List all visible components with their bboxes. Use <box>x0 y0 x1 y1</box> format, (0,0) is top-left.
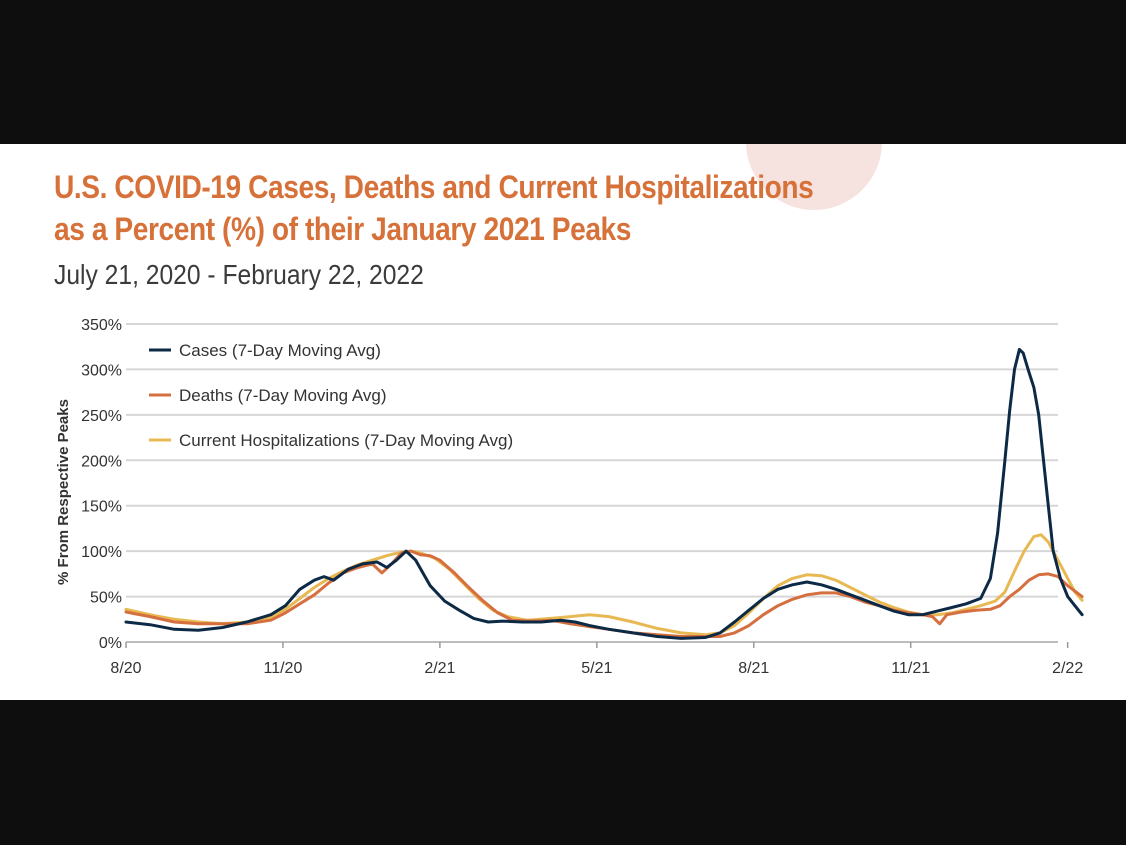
line-chart: 0% 50% 100% 150% 200% 250% 300% 350% 8/20 11/20 2… <box>55 317 1084 677</box>
series-lines <box>124 347 1084 640</box>
y-tick-label: 0% <box>99 635 122 652</box>
series-line-0 <box>124 347 1084 640</box>
x-tick-label: 8/21 <box>738 660 769 677</box>
legend: Cases (7-Day Moving Avg) Deaths (7-Day Mo… <box>149 341 513 450</box>
chart-panel: U.S. COVID-19 Cases, Deaths and Current … <box>0 144 1126 700</box>
y-tick-label: 250% <box>81 408 122 425</box>
x-tick-label: 2/22 <box>1052 660 1083 677</box>
chart-title-line-2: as a Percent (%) of their January 2021 P… <box>54 211 631 247</box>
y-tick-label: 100% <box>81 544 122 561</box>
y-tick-label: 150% <box>81 499 122 516</box>
grid-lines <box>126 323 1058 643</box>
chart-title: U.S. COVID-19 Cases, Deaths and Current … <box>54 166 814 250</box>
y-tick-label: 350% <box>81 317 122 334</box>
y-tick-label: 200% <box>81 453 122 470</box>
y-tick-label: 300% <box>81 362 122 379</box>
legend-label: Current Hospitalizations (7-Day Moving A… <box>179 431 513 450</box>
x-tick-label: 11/20 <box>264 660 303 677</box>
x-tick-label: 2/21 <box>424 660 455 677</box>
legend-label: Deaths (7-Day Moving Avg) <box>179 386 387 405</box>
y-tick-label: 50% <box>90 590 122 607</box>
chart-title-line-1: U.S. COVID-19 Cases, Deaths and Current … <box>54 169 814 205</box>
x-tick-label: 5/21 <box>581 660 612 677</box>
x-tick-label: 11/21 <box>891 660 930 677</box>
series-line-1 <box>124 549 1084 638</box>
x-axis-ticks: 8/20 11/20 2/21 5/21 8/21 11/21 2/22 <box>110 642 1083 677</box>
y-axis-title: % From Respective Peaks <box>55 399 72 585</box>
chart-subtitle: July 21, 2020 - February 22, 2022 <box>54 259 424 290</box>
legend-label: Cases (7-Day Moving Avg) <box>179 341 381 360</box>
y-axis-ticks: 0% 50% 100% 150% 200% 250% 300% 350% <box>81 317 122 652</box>
series-line-2 <box>124 533 1084 637</box>
x-tick-label: 8/20 <box>110 660 141 677</box>
